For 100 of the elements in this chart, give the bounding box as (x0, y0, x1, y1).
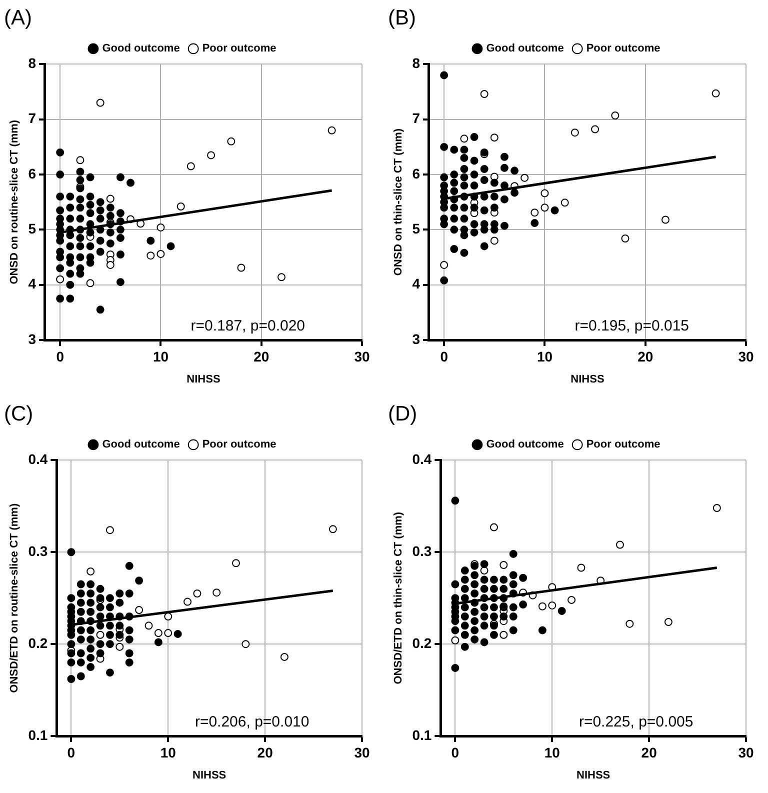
y-axis-title: ONSD on thin-slice CT (mm) (392, 128, 405, 276)
point (76, 156, 84, 164)
point (480, 612, 488, 620)
point (96, 630, 104, 639)
chart-title: (C) (4, 402, 34, 426)
y-tick-label: 7 (412, 110, 420, 126)
point (661, 216, 670, 224)
point (451, 496, 460, 505)
point (470, 571, 479, 580)
point (490, 134, 498, 142)
point (611, 112, 620, 120)
point (621, 234, 630, 243)
x-tick-label: 20 (638, 348, 654, 364)
point (156, 250, 165, 258)
point (568, 596, 576, 604)
point (530, 208, 539, 217)
point (490, 630, 498, 639)
point (156, 223, 165, 232)
point (540, 189, 549, 198)
point (460, 622, 469, 630)
point (712, 504, 721, 512)
y-tick-label: 5 (28, 220, 36, 237)
point (490, 236, 498, 245)
point (626, 620, 634, 628)
point (470, 590, 479, 598)
point (227, 137, 236, 146)
x-tick-label: 30 (738, 744, 754, 760)
point (519, 574, 528, 582)
point (164, 629, 172, 638)
annotation: r=0.195, p=0.015 (574, 318, 690, 335)
point (509, 571, 518, 580)
point (470, 580, 479, 588)
y-tick-label: 8 (28, 55, 36, 72)
point (509, 580, 518, 588)
point (176, 202, 185, 211)
point (490, 523, 498, 532)
point (480, 576, 488, 584)
point (500, 630, 508, 639)
point (480, 90, 488, 98)
point (86, 567, 95, 576)
y-tick-label: 0.1 (412, 726, 432, 743)
annotation: r=0.187, p=0.020 (190, 318, 306, 335)
point (500, 561, 508, 570)
point (451, 626, 460, 634)
x-tick-label: 20 (641, 744, 658, 760)
legend-label: Good outcome (486, 438, 564, 451)
point (277, 273, 286, 282)
point (470, 626, 479, 634)
point (280, 652, 288, 661)
x-tick-label: 10 (536, 348, 553, 364)
point (135, 606, 144, 614)
legend-label: Poor outcome (586, 42, 660, 55)
point (184, 598, 192, 606)
point (712, 89, 720, 98)
point (480, 560, 488, 568)
chart-title: (D) (388, 402, 418, 426)
y-tick-label: 8 (412, 55, 420, 72)
point (193, 590, 202, 598)
y-tick-label: 0.2 (28, 634, 48, 651)
point (570, 128, 579, 137)
point (164, 612, 172, 620)
point (232, 559, 240, 568)
point (509, 603, 518, 612)
x-tick-label: 0 (67, 744, 76, 760)
point (509, 612, 518, 620)
y-tick-label: 0.1 (28, 726, 48, 743)
point (470, 635, 479, 644)
point (146, 252, 155, 260)
point (237, 264, 246, 272)
y-tick-label: 0.3 (28, 542, 48, 559)
point (538, 602, 546, 610)
point (451, 664, 460, 672)
legend-label: Poor outcome (586, 438, 660, 451)
point (577, 564, 586, 572)
legend-label: Poor outcome (202, 438, 276, 451)
point (96, 98, 104, 107)
point (470, 608, 479, 616)
point (460, 576, 469, 584)
point (460, 612, 469, 620)
point (106, 260, 114, 269)
point (616, 540, 624, 549)
chart-title: (A) (4, 6, 32, 30)
point (558, 606, 566, 615)
point (116, 642, 124, 651)
legend-label: Good outcome (102, 438, 180, 451)
point (480, 638, 488, 646)
point (460, 594, 469, 602)
point (500, 612, 508, 620)
legend-label: Good outcome (102, 42, 180, 55)
y-tick-label: 6 (412, 165, 420, 182)
point (56, 275, 64, 284)
point (460, 603, 469, 612)
x-axis-title: NIHSS (570, 373, 604, 386)
x-axis-title: NIHSS (186, 373, 220, 386)
x-tick-label: 0 (56, 348, 64, 364)
x-tick-label: 10 (152, 348, 169, 364)
x-tick-label: 20 (254, 348, 270, 364)
y-tick-label: 3 (412, 330, 420, 347)
point (519, 600, 528, 609)
point (500, 584, 508, 593)
